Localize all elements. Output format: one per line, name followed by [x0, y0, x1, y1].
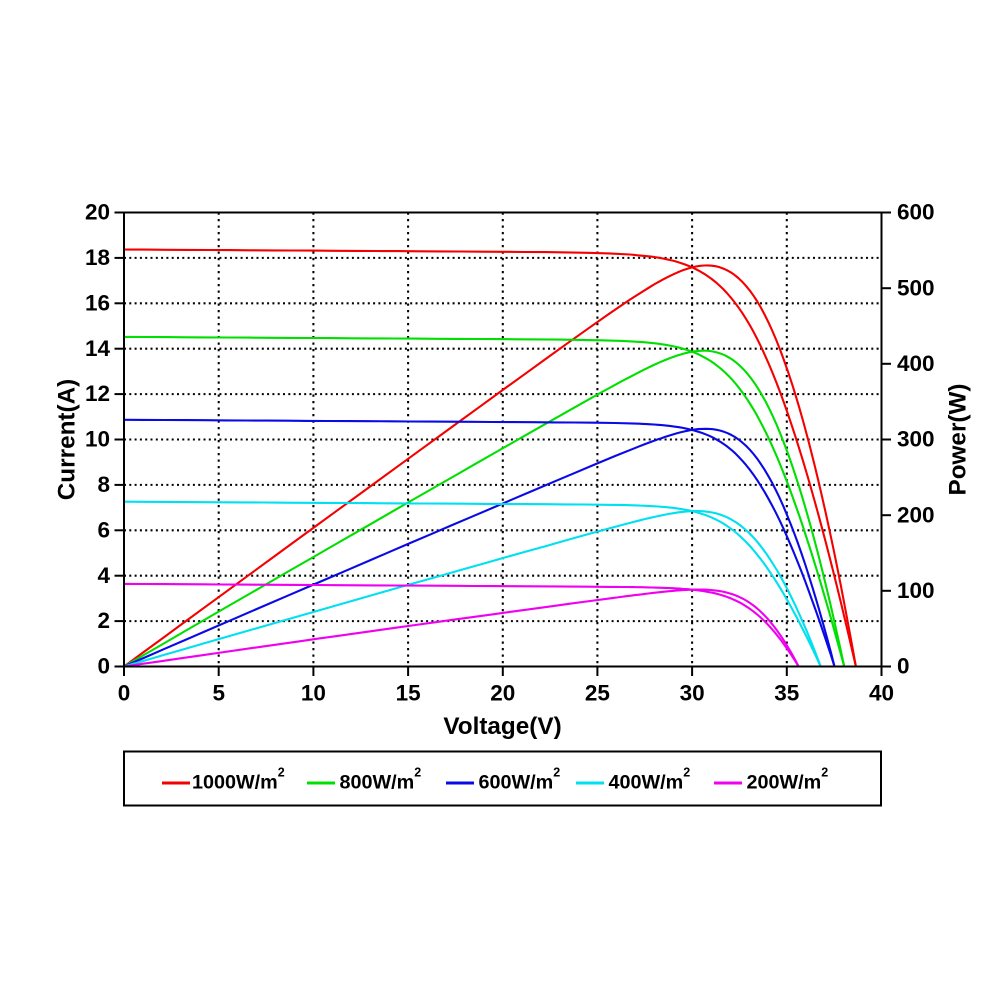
svg-text:Power(W): Power(W): [945, 383, 972, 495]
svg-text:15: 15: [396, 681, 421, 706]
svg-text:Current(A): Current(A): [53, 379, 80, 500]
svg-text:600: 600: [897, 200, 935, 225]
svg-text:0: 0: [97, 654, 110, 679]
svg-text:5: 5: [212, 681, 225, 706]
svg-text:20: 20: [85, 200, 110, 225]
svg-text:0: 0: [118, 681, 131, 706]
svg-text:6: 6: [97, 517, 110, 542]
svg-text:30: 30: [680, 681, 705, 706]
svg-text:10: 10: [85, 427, 110, 452]
svg-text:12: 12: [85, 381, 110, 406]
svg-text:16: 16: [85, 290, 110, 315]
svg-text:100: 100: [897, 578, 935, 603]
svg-text:Voltage(V): Voltage(V): [443, 713, 561, 740]
svg-text:500: 500: [897, 275, 935, 300]
svg-text:300: 300: [897, 427, 935, 452]
svg-text:14: 14: [85, 336, 111, 361]
svg-text:35: 35: [774, 681, 799, 706]
svg-text:20: 20: [490, 681, 515, 706]
svg-text:4: 4: [97, 563, 110, 588]
svg-text:18: 18: [85, 245, 110, 270]
svg-text:10: 10: [301, 681, 326, 706]
svg-text:8: 8: [97, 472, 110, 497]
svg-text:2: 2: [97, 608, 110, 633]
svg-text:200: 200: [897, 502, 935, 527]
svg-text:40: 40: [869, 681, 894, 706]
svg-text:25: 25: [585, 681, 610, 706]
svg-text:0: 0: [897, 654, 910, 679]
svg-text:400: 400: [897, 351, 935, 376]
